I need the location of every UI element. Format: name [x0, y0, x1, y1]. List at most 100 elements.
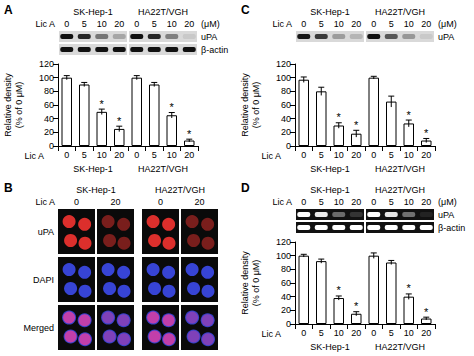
- svg-text:20: 20: [184, 19, 194, 29]
- svg-text:uPA: uPA: [201, 32, 217, 42]
- svg-text:Lic A: Lic A: [272, 19, 292, 29]
- svg-text:HA22T/VGH: HA22T/VGH: [375, 185, 425, 195]
- svg-text:20: 20: [351, 197, 361, 207]
- svg-text:20: 20: [421, 150, 431, 160]
- svg-text:5: 5: [389, 19, 394, 29]
- svg-text:uPA: uPA: [438, 32, 454, 42]
- svg-text:*: *: [407, 282, 412, 294]
- svg-text:Lic A: Lic A: [261, 329, 281, 339]
- svg-text:10: 10: [334, 150, 344, 160]
- svg-text:(μM): (μM): [438, 19, 457, 29]
- svg-text:0: 0: [301, 150, 306, 160]
- svg-text:10: 10: [404, 19, 414, 29]
- svg-text:SK-Hep-1: SK-Hep-1: [73, 164, 113, 174]
- svg-text:*: *: [100, 98, 105, 110]
- svg-text:β-actin: β-actin: [438, 223, 465, 233]
- svg-text:5: 5: [319, 19, 324, 29]
- svg-text:*: *: [424, 127, 429, 139]
- svg-text:120: 120: [39, 59, 54, 69]
- svg-text:20: 20: [351, 328, 361, 338]
- svg-text:0: 0: [134, 150, 139, 160]
- svg-text:20: 20: [421, 197, 431, 207]
- svg-text:5: 5: [389, 150, 394, 160]
- svg-text:DAPI: DAPI: [33, 275, 54, 285]
- svg-text:0: 0: [371, 150, 376, 160]
- svg-text:20: 20: [281, 305, 291, 315]
- svg-text:SK-Hep-1: SK-Hep-1: [76, 185, 116, 195]
- svg-text:β-actin: β-actin: [201, 45, 228, 55]
- svg-text:SK-Hep-1: SK-Hep-1: [310, 164, 350, 174]
- svg-text:Lic A: Lic A: [272, 197, 292, 207]
- svg-text:Merged: Merged: [23, 323, 54, 333]
- svg-text:HA22T/VGH: HA22T/VGH: [155, 185, 205, 195]
- svg-text:5: 5: [82, 150, 87, 160]
- svg-text:60: 60: [281, 100, 291, 110]
- svg-text:20: 20: [114, 19, 124, 29]
- svg-text:80: 80: [281, 264, 291, 274]
- svg-text:20: 20: [351, 19, 361, 29]
- svg-text:*: *: [117, 115, 122, 127]
- svg-text:10: 10: [404, 328, 414, 338]
- svg-text:Relative density: Relative density: [3, 73, 13, 137]
- svg-text:80: 80: [44, 86, 54, 96]
- svg-text:100: 100: [39, 73, 54, 83]
- svg-text:(% of 0 μM): (% of 0 μM): [251, 260, 261, 307]
- svg-text:20: 20: [194, 197, 204, 207]
- svg-text:(% of 0 μM): (% of 0 μM): [14, 82, 24, 129]
- svg-text:*: *: [424, 306, 429, 318]
- svg-text:0: 0: [286, 319, 291, 329]
- svg-text:SK-Hep-1: SK-Hep-1: [310, 7, 350, 17]
- svg-text:0: 0: [158, 197, 163, 207]
- svg-text:5: 5: [152, 150, 157, 160]
- svg-text:C: C: [241, 3, 250, 17]
- svg-text:0: 0: [301, 328, 306, 338]
- svg-text:uPA: uPA: [438, 210, 454, 220]
- svg-text:Lic A: Lic A: [35, 19, 55, 29]
- svg-text:5: 5: [389, 328, 394, 338]
- svg-text:B: B: [4, 181, 13, 195]
- svg-text:5: 5: [82, 19, 87, 29]
- svg-text:20: 20: [421, 328, 431, 338]
- svg-text:Lic A: Lic A: [24, 151, 44, 161]
- svg-text:20: 20: [184, 150, 194, 160]
- svg-text:120: 120: [276, 59, 291, 69]
- svg-text:10: 10: [334, 197, 344, 207]
- svg-text:HA22T/VGH: HA22T/VGH: [375, 342, 425, 352]
- svg-text:80: 80: [281, 86, 291, 96]
- svg-text:*: *: [337, 111, 342, 123]
- svg-text:0: 0: [371, 328, 376, 338]
- svg-text:(% of 0 μM): (% of 0 μM): [251, 82, 261, 129]
- svg-text:0: 0: [301, 197, 306, 207]
- svg-text:10: 10: [97, 150, 107, 160]
- svg-text:120: 120: [276, 237, 291, 247]
- svg-text:10: 10: [404, 197, 414, 207]
- svg-text:*: *: [170, 101, 175, 113]
- svg-text:20: 20: [281, 127, 291, 137]
- svg-text:5: 5: [319, 328, 324, 338]
- svg-text:Lic A: Lic A: [35, 197, 55, 207]
- svg-text:*: *: [187, 128, 192, 140]
- svg-text:10: 10: [97, 19, 107, 29]
- svg-text:uPA: uPA: [38, 227, 54, 237]
- svg-text:HA22T/VGH: HA22T/VGH: [138, 7, 188, 17]
- svg-text:0: 0: [49, 141, 54, 151]
- svg-text:*: *: [407, 109, 412, 121]
- svg-text:A: A: [4, 3, 13, 17]
- svg-text:20: 20: [351, 150, 361, 160]
- svg-text:0: 0: [371, 19, 376, 29]
- svg-text:(μM): (μM): [438, 197, 457, 207]
- svg-text:60: 60: [44, 100, 54, 110]
- svg-text:HA22T/VGH: HA22T/VGH: [375, 7, 425, 17]
- svg-text:5: 5: [319, 150, 324, 160]
- svg-text:SK-Hep-1: SK-Hep-1: [73, 7, 113, 17]
- svg-text:0: 0: [64, 150, 69, 160]
- svg-text:0: 0: [74, 197, 79, 207]
- svg-text:*: *: [354, 119, 359, 131]
- svg-text:0: 0: [286, 141, 291, 151]
- svg-text:SK-Hep-1: SK-Hep-1: [310, 185, 350, 195]
- svg-text:20: 20: [44, 127, 54, 137]
- svg-text:(μM): (μM): [201, 19, 220, 29]
- svg-text:20: 20: [110, 197, 120, 207]
- svg-text:5: 5: [152, 19, 157, 29]
- svg-text:100: 100: [276, 73, 291, 83]
